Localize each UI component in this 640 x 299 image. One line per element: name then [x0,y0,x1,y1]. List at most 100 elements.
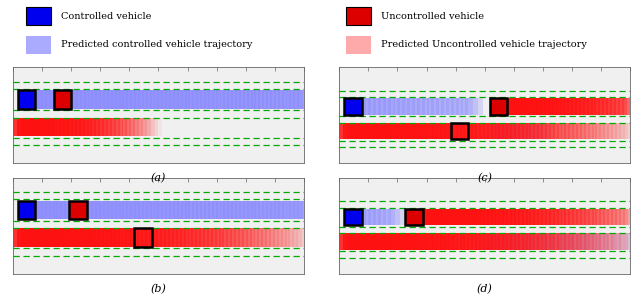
Bar [278,201,295,219]
Bar [169,201,186,219]
Bar [266,90,284,109]
Bar [383,209,401,225]
Bar [378,209,396,225]
Bar [525,123,543,139]
Bar [497,123,514,139]
Bar [148,228,166,247]
Bar [495,233,512,250]
Bar [32,118,50,136]
Bar [495,233,513,250]
Bar [346,36,371,54]
Bar [618,233,636,250]
Bar [230,228,248,247]
Bar [595,98,612,115]
Bar [26,90,43,109]
Bar [575,98,593,115]
Bar [41,90,58,109]
Bar [557,233,574,250]
Bar [293,90,311,109]
Bar [397,233,415,250]
Bar [451,98,468,115]
Bar [107,90,124,109]
Bar [588,123,605,139]
Bar [514,233,531,250]
Bar [18,201,35,219]
Bar [615,209,632,225]
Bar [561,233,578,250]
Bar [502,233,520,250]
Bar [216,90,233,109]
Bar [56,90,74,109]
Bar [261,228,279,247]
Bar [550,233,567,250]
Bar [540,98,557,115]
Bar [262,90,280,109]
Bar [394,233,411,250]
Bar [516,233,533,250]
Bar [525,209,543,225]
Text: (d): (d) [477,284,493,294]
Bar [619,233,636,250]
Bar [150,90,167,109]
Bar [262,201,280,219]
Bar [533,233,551,250]
Bar [471,123,489,139]
Bar [180,228,197,247]
Bar [220,90,237,109]
Bar [514,123,531,139]
Text: Controlled vehicle: Controlled vehicle [61,12,151,21]
Bar [84,201,101,219]
Bar [506,209,524,225]
Bar [131,90,148,109]
Bar [32,228,50,247]
Bar [238,228,255,247]
Bar [88,201,105,219]
Bar [366,233,384,250]
Bar [343,233,360,250]
Bar [518,209,535,225]
Bar [184,90,202,109]
Bar [383,98,401,115]
Bar [436,98,454,115]
Bar [525,123,543,139]
Bar [440,233,458,250]
Bar [146,90,163,109]
Bar [588,209,605,225]
Bar [154,90,171,109]
Bar [152,228,170,247]
Bar [595,209,613,225]
Bar [479,209,497,225]
Bar [362,233,380,250]
Bar [239,90,257,109]
Bar [29,90,47,109]
Bar [553,233,570,250]
Bar [180,90,198,109]
Bar [289,228,306,247]
Bar [444,233,461,250]
Bar [94,118,112,136]
Bar [22,90,39,109]
Bar [374,123,392,139]
Bar [68,90,86,109]
Bar [523,233,540,250]
Bar [111,201,128,219]
Bar [584,123,602,139]
Bar [510,209,527,225]
Bar [347,233,364,250]
Bar [529,123,547,139]
Bar [479,123,497,139]
Bar [491,123,508,139]
Bar [347,123,364,139]
Bar [48,228,65,247]
Bar [386,233,403,250]
Bar [420,233,438,250]
Bar [444,209,461,225]
Bar [52,90,70,109]
Bar [274,201,291,219]
Bar [557,123,574,139]
Bar [142,90,159,109]
Bar [122,201,140,219]
Bar [246,228,263,247]
Bar [212,201,229,219]
Bar [378,233,396,250]
